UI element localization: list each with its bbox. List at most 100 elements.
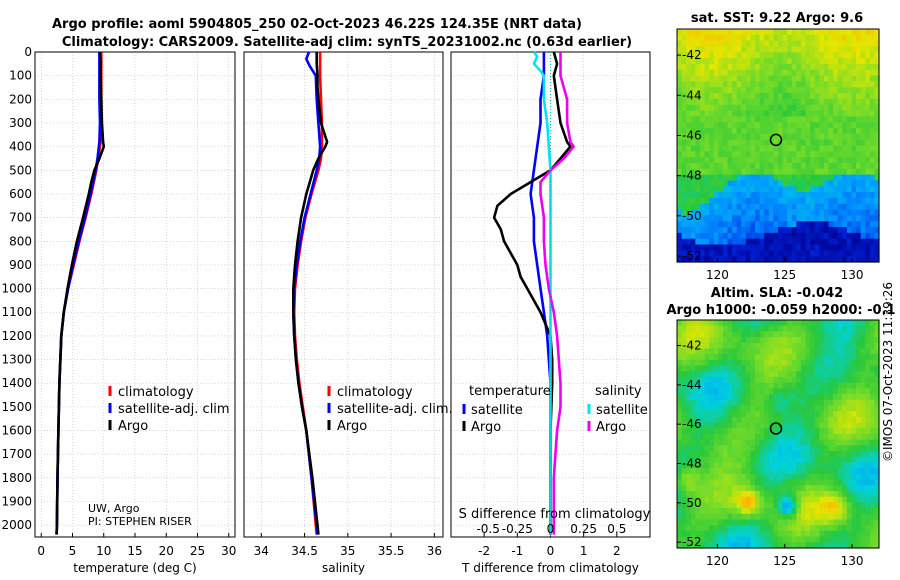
heatmap-cell [805,508,811,515]
heatmap-cell [727,40,733,48]
heatmap-cell [713,536,719,543]
heatmap-cell [833,244,839,251]
heatmap-cell [865,536,871,543]
heatmap-cell [869,116,876,123]
heatmap-cell [782,485,788,492]
heatmap-cell [842,479,848,486]
heatmap-cell [833,405,839,412]
heatmap-cell [782,244,788,251]
heatmap-cell [736,382,742,389]
heatmap-cell [745,451,752,458]
heatmap-cell [865,456,871,464]
heatmap-cell [810,98,816,106]
heatmap-cell [768,128,775,135]
heatmap-cell [709,40,715,48]
heatmap-cell [732,325,738,332]
heatmap-cell [690,186,696,193]
heatmap-cell [869,451,876,458]
heatmap-cell [782,145,788,152]
heatmap-cell [778,536,784,543]
heatmap-cell [796,168,802,176]
heatmap-cell [846,473,853,481]
heatmap-cell [796,525,802,532]
heatmap-cell [874,530,880,538]
heatmap-cell [695,365,701,372]
heatmap-cell [796,63,802,71]
heatmap-cell [796,422,802,429]
heatmap-cell [856,496,862,503]
heatmap-cell [695,320,701,327]
heatmap-cell [695,513,701,521]
heatmap-cell [782,116,788,123]
legend-label: Argo [118,419,148,434]
heatmap-cell [768,93,775,100]
heatmap-cell [722,473,729,481]
heatmap-cell [782,151,788,158]
heatmap-cell [745,133,752,141]
heatmap-cell [718,485,724,492]
heatmap-cell [768,110,775,117]
heatmap-cell [768,496,775,503]
heatmap-cell [759,87,765,94]
heatmap-cell [732,203,738,211]
heatmap-cell [819,128,825,135]
heatmap-cell [778,238,784,246]
heatmap-cell [833,52,839,59]
heatmap-cell [764,519,770,526]
heatmap-cell [695,462,701,469]
heatmap-cell [686,63,692,71]
heatmap-cell [856,485,862,492]
heatmap-cell [773,168,779,176]
heatmap-cell [773,87,779,94]
heatmap-cell [695,331,701,338]
heatmap-cell [846,87,853,94]
heatmap-cell [695,502,701,509]
heatmap-cell [860,468,866,475]
heatmap-cell [686,128,692,135]
heatmap-cell [709,479,715,486]
heatmap-cell [823,69,830,77]
heatmap-cell [722,69,729,77]
heatmap-cell [874,399,880,407]
heatmap-cell [773,468,779,475]
heatmap-cell [805,377,811,384]
heatmap-cell [695,197,701,205]
heatmap-cell [709,468,715,475]
heatmap-cell [681,428,687,435]
heatmap-cell [677,116,683,123]
heatmap-cell [842,530,848,538]
heatmap-cell [846,456,853,464]
heatmap-cell [837,69,843,77]
heatmap-cell [823,473,830,481]
heatmap-cell [837,451,843,458]
heatmap-cell [768,456,775,464]
heatmap-cell [713,508,719,515]
heatmap-cell [759,519,765,526]
heatmap-cell [865,244,871,251]
heatmap-cell [800,536,807,543]
heatmap-cell [837,325,843,332]
heatmap-cell [856,29,862,36]
heatmap-cell [819,416,825,424]
heatmap-cell [699,451,706,458]
heatmap-cell [699,422,706,429]
heatmap-cell [819,63,825,71]
heatmap-cell [722,365,729,372]
heatmap-cell [709,462,715,469]
heatmap-cell [791,116,797,123]
heatmap-cell [778,496,784,503]
heatmap-cell [686,468,692,475]
heatmap-cell [874,209,880,216]
heatmap-cell [764,221,770,228]
heatmap-cell [869,445,876,452]
heatmap-cell [782,434,788,441]
heatmap-cell [787,416,793,424]
heatmap-cell [814,238,820,246]
heatmap-cell [768,491,775,498]
heatmap-cell [814,157,820,164]
heatmap-cell [796,382,802,389]
heatmap-cell [677,93,683,100]
heatmap-cell [736,479,742,486]
heatmap-cell [874,145,880,152]
heatmap-cell [773,399,779,407]
